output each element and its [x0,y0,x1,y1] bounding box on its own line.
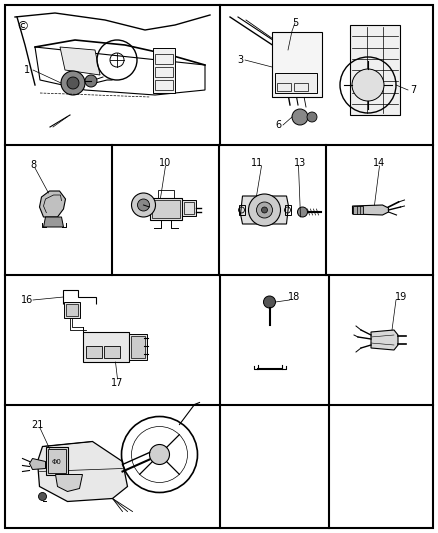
Bar [158,190,173,198]
Bar [285,205,290,215]
Bar [184,202,194,214]
Text: 17: 17 [111,378,124,388]
Bar [155,67,173,77]
Polygon shape [353,205,389,215]
FancyBboxPatch shape [275,74,317,90]
Text: 16: 16 [21,295,33,305]
Text: 11: 11 [251,158,264,168]
Circle shape [261,207,268,213]
Bar [239,205,244,215]
Bar [155,80,173,90]
Text: 3: 3 [237,55,243,65]
Polygon shape [60,47,100,75]
Bar [128,334,146,360]
Text: 21: 21 [31,420,43,430]
Bar [149,198,181,220]
Circle shape [248,194,280,226]
Polygon shape [29,458,46,470]
Bar [46,447,67,474]
Circle shape [67,77,79,89]
Circle shape [149,445,170,464]
Bar [272,32,322,97]
Bar [131,336,145,358]
Bar [64,302,80,318]
Polygon shape [240,196,289,224]
Circle shape [138,199,149,211]
FancyBboxPatch shape [275,56,317,72]
Circle shape [307,112,317,122]
Text: 1: 1 [24,65,30,75]
Bar [350,25,400,115]
Circle shape [352,69,384,101]
Polygon shape [43,217,64,227]
Bar [66,304,78,316]
Bar [152,200,180,218]
Polygon shape [56,474,82,491]
Circle shape [264,296,276,308]
Circle shape [292,109,308,125]
Bar [181,200,195,216]
Bar [155,54,173,64]
Circle shape [85,75,97,87]
Bar [275,73,317,93]
Text: 13: 13 [294,158,307,168]
Bar [103,346,120,358]
Polygon shape [371,330,398,350]
Bar [82,332,128,362]
Bar [47,448,66,472]
Text: 5: 5 [292,18,298,28]
Text: 18: 18 [288,292,300,302]
Bar [277,83,291,91]
Bar [85,346,102,358]
Circle shape [61,71,85,95]
Polygon shape [38,441,127,502]
Text: Φ0: Φ0 [52,458,61,464]
Circle shape [297,207,307,217]
Polygon shape [39,191,66,217]
Text: 8: 8 [30,160,36,170]
Text: 14: 14 [373,158,385,168]
Bar [153,48,175,93]
Circle shape [131,193,155,217]
FancyBboxPatch shape [275,38,317,54]
Text: 6: 6 [275,120,281,130]
Circle shape [39,492,46,500]
Bar [353,206,363,214]
Bar [294,83,308,91]
Text: 19: 19 [395,292,407,302]
Circle shape [257,202,272,218]
Text: 10: 10 [159,158,172,168]
Text: 7: 7 [410,85,416,95]
Text: ©: © [17,20,29,34]
